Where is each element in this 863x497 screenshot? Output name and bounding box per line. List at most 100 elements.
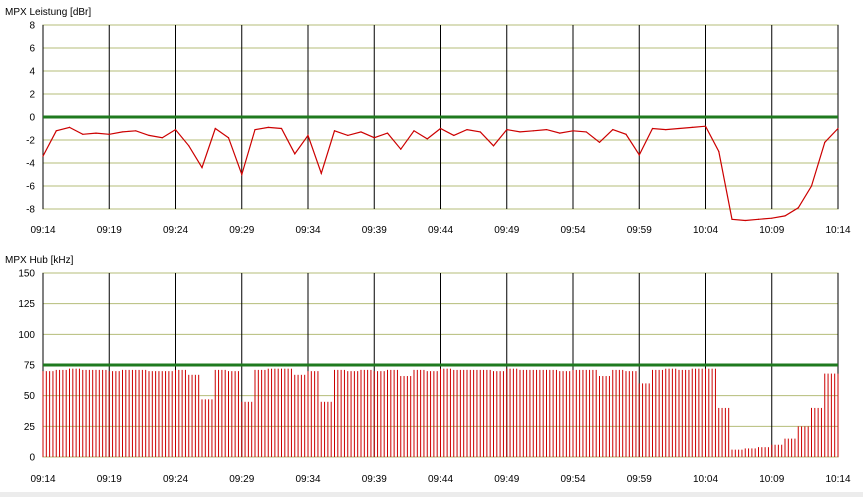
data-point <box>439 127 442 130</box>
data-point <box>347 134 349 136</box>
x-tick-label: 10:09 <box>759 474 784 485</box>
data-point <box>519 131 521 133</box>
data-point <box>810 185 813 187</box>
data-point <box>532 130 534 132</box>
y-tick-label: 25 <box>24 422 36 433</box>
x-tick-label: 09:39 <box>362 225 387 236</box>
y-tick-label: 0 <box>29 453 35 464</box>
data-point <box>837 127 839 130</box>
x-tick-label: 09:14 <box>30 474 55 485</box>
data-point <box>545 129 548 131</box>
data-point <box>665 129 667 131</box>
data-point <box>704 125 707 127</box>
x-tick-label: 09:59 <box>627 474 652 485</box>
data-point <box>651 127 654 130</box>
data-point <box>691 126 693 128</box>
data-point <box>784 215 786 217</box>
x-tick-label: 09:19 <box>97 225 122 236</box>
x-tick-label: 09:39 <box>362 474 387 485</box>
y-tick-label: 125 <box>18 299 35 310</box>
data-point <box>148 134 150 136</box>
data-point <box>731 218 733 220</box>
data-point <box>241 173 243 176</box>
y-tick-label: 0 <box>29 113 35 124</box>
panel-mpx-leistung: MPX Leistung [dBr] 8 6 4 2 0 -2 -4 -6 -8 09:14 09:1… <box>0 0 863 249</box>
x-tick-label: 09:34 <box>295 225 320 236</box>
x-tick-label: 10:09 <box>759 225 784 236</box>
data-point <box>824 141 826 143</box>
data-point <box>188 145 190 147</box>
data-point <box>307 134 309 136</box>
y-tick-label: 4 <box>29 67 35 78</box>
data-point <box>466 129 468 131</box>
data-point <box>757 218 760 220</box>
data-point <box>82 133 84 135</box>
data-point <box>744 219 746 222</box>
x-tick-label: 09:14 <box>30 225 55 236</box>
x-tick-label: 09:24 <box>163 225 188 236</box>
y-tick-label: -8 <box>26 205 35 216</box>
x-tick-label: 09:19 <box>97 474 122 485</box>
data-point <box>55 130 57 132</box>
data-point <box>386 132 389 134</box>
data-point <box>625 133 627 135</box>
y-tick-label: 8 <box>29 21 35 32</box>
chart-title: MPX Hub [kHz] <box>5 255 74 266</box>
data-point <box>413 130 415 132</box>
x-tick-label: 10:14 <box>825 225 850 236</box>
data-point <box>214 127 216 130</box>
y-tick-label: 2 <box>29 90 35 101</box>
x-tick-label: 09:54 <box>560 474 585 485</box>
chart-title: MPX Leistung [dBr] <box>5 7 91 18</box>
x-tick-label: 09:29 <box>229 474 254 485</box>
data-point <box>280 127 283 130</box>
y-tick-label: -2 <box>26 136 35 147</box>
x-tick-label: 09:54 <box>560 225 585 236</box>
data-point <box>492 145 495 147</box>
data-point <box>373 137 375 139</box>
data-point <box>598 141 601 143</box>
x-tick-label: 09:29 <box>229 225 254 236</box>
y-tick-label: 75 <box>24 361 36 372</box>
x-tick-label: 09:24 <box>163 474 188 485</box>
x-tick-label: 09:49 <box>494 225 519 236</box>
y-tick-label: -6 <box>26 182 35 193</box>
data-point <box>135 130 137 132</box>
data-point <box>121 131 124 133</box>
data-point <box>227 137 230 139</box>
data-point <box>42 155 44 157</box>
x-tick-label: 09:44 <box>428 474 453 485</box>
data-point <box>559 132 561 134</box>
data-point <box>174 129 177 131</box>
data-point <box>572 130 574 132</box>
data-point <box>638 154 640 156</box>
y-tick-label: -4 <box>26 159 35 170</box>
panel-mpx-hub: MPX Hub [kHz] 150 125 100 75 50 25 0 09:14 09:19 0… <box>0 249 863 492</box>
data-point <box>426 138 428 140</box>
data-point <box>294 153 296 155</box>
y-tick-label: 50 <box>24 391 36 402</box>
data-point <box>320 172 322 174</box>
x-tick-label: 10:14 <box>825 474 850 485</box>
x-tick-label: 09:49 <box>494 474 519 485</box>
data-point <box>718 150 720 153</box>
data-point <box>267 126 269 128</box>
y-tick-label: 150 <box>18 269 35 280</box>
x-tick-label: 09:44 <box>428 225 453 236</box>
x-tick-label: 10:04 <box>693 225 718 236</box>
y-tick-label: 100 <box>18 330 35 341</box>
data-point <box>68 126 71 128</box>
data-point <box>360 131 362 133</box>
data-point <box>161 137 163 139</box>
data-point <box>479 131 481 133</box>
data-point <box>678 127 680 130</box>
data-point <box>95 132 97 134</box>
data-point <box>771 217 773 219</box>
data-point <box>400 148 402 150</box>
y-tick-label: 6 <box>29 44 35 55</box>
data-point <box>333 130 336 132</box>
data-point <box>108 133 110 135</box>
x-tick-label: 09:59 <box>627 225 652 236</box>
